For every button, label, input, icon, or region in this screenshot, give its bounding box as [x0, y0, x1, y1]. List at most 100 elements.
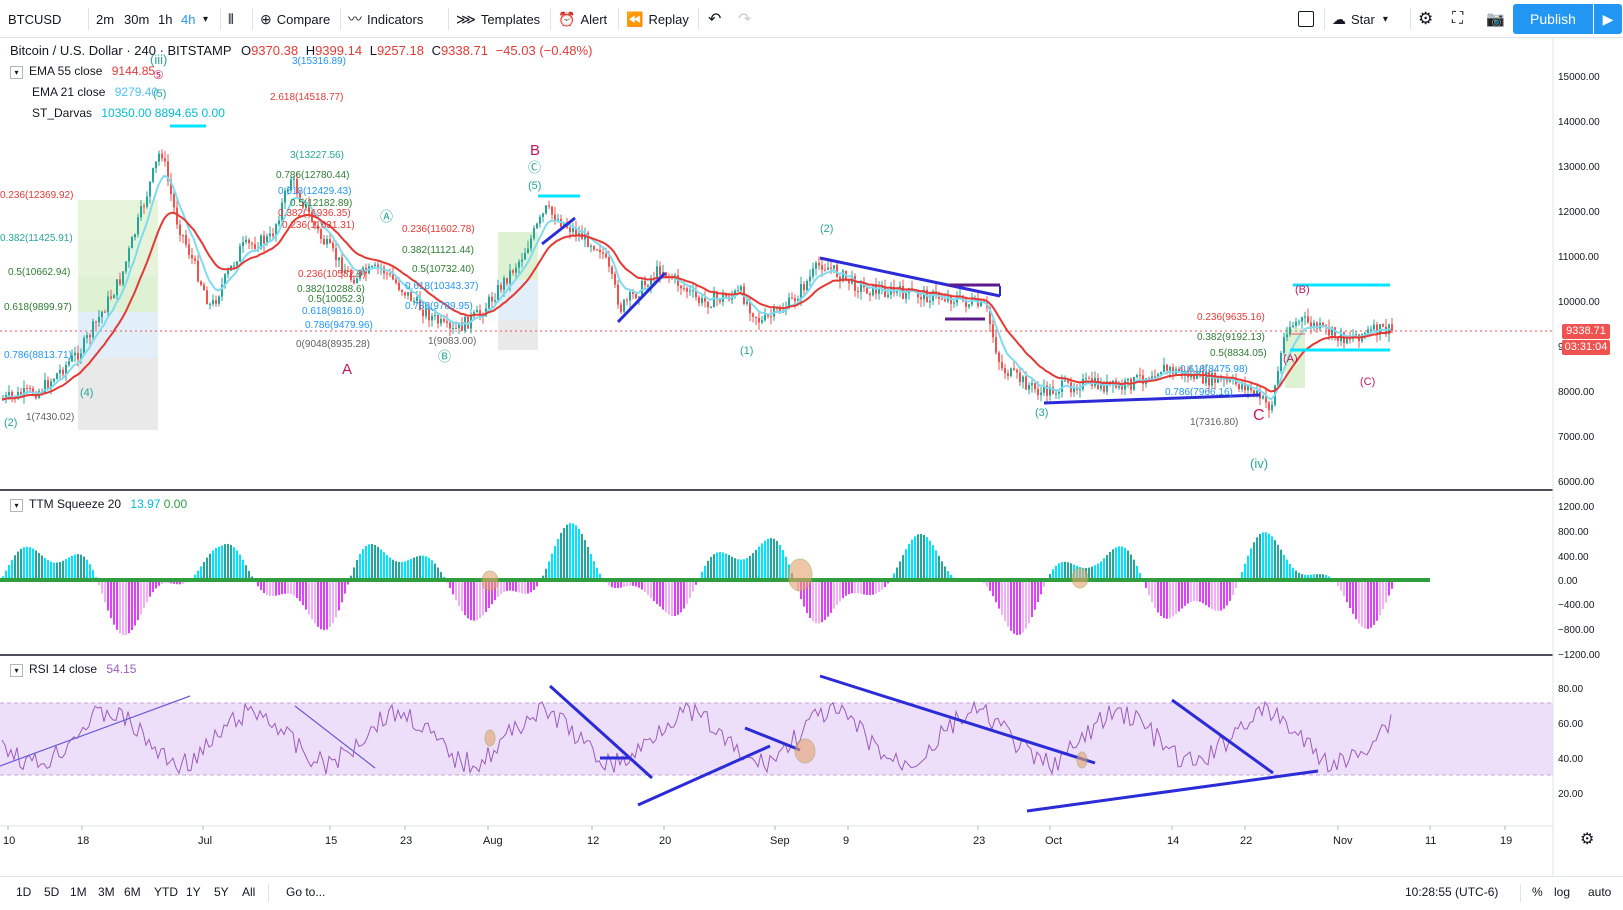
- candle-body: [1391, 324, 1393, 331]
- ttm-bar: [209, 553, 211, 580]
- fullscreen-button[interactable]: ⛶: [1452, 6, 1463, 32]
- fib-level-label: 0.786(8813.71): [4, 350, 72, 361]
- chart-canvas[interactable]: (iii)⑤ (5) A BⒸ (5) C (iv) (2) (3) (4) (1) (B) (A) (C…: [0, 38, 1623, 876]
- publish-dropdown[interactable]: ▶: [1594, 4, 1622, 34]
- ttm-bar: [875, 580, 877, 594]
- templates-button[interactable]: ⋙ Templates: [456, 10, 541, 27]
- range-3m[interactable]: 3M: [98, 885, 115, 899]
- candle-body: [998, 352, 1000, 363]
- ttm-bar: [101, 580, 103, 594]
- ttm-bar: [1373, 580, 1375, 625]
- candle-body: [239, 246, 241, 262]
- candle-body: [296, 178, 298, 194]
- ttm-bar: [1037, 580, 1039, 603]
- candle-body: [1106, 381, 1108, 392]
- indicators-button[interactable]: 〰 Indicators: [348, 11, 424, 27]
- candle-body: [1331, 327, 1333, 336]
- ttm-bar: [242, 559, 244, 580]
- range-1d[interactable]: 1D: [16, 885, 32, 899]
- collapse-legend-icon[interactable]: ▾: [10, 499, 23, 512]
- candle-body: [449, 322, 451, 329]
- compare-button[interactable]: ⊕ Compare: [260, 10, 331, 27]
- close-value: 9338.71: [440, 43, 488, 58]
- publish-button[interactable]: Publish: [1513, 4, 1593, 34]
- fib-level-label: 0.618(8475.98): [1180, 364, 1248, 375]
- ttm-bar: [428, 557, 430, 580]
- collapse-legend-icon[interactable]: ▾: [10, 66, 23, 79]
- percent-toggle[interactable]: %: [1532, 885, 1543, 899]
- chart-style-button[interactable]: ⫴: [228, 6, 239, 32]
- ttm-bar: [689, 580, 691, 598]
- goto-button[interactable]: Go to...: [286, 885, 326, 899]
- ttm-bar: [17, 551, 19, 580]
- ttm-bar: [1064, 561, 1066, 580]
- fullscreen-toggle[interactable]: [1298, 6, 1314, 32]
- axis-settings-button[interactable]: ⚙: [1580, 829, 1594, 849]
- interval-30m[interactable]: 30m: [124, 11, 150, 27]
- candle-body: [320, 229, 322, 239]
- ttm-bar: [434, 563, 436, 580]
- candle-body: [944, 299, 946, 302]
- ttm-bar: [872, 580, 874, 595]
- candle-body: [263, 235, 265, 244]
- symbol-search[interactable]: BTCUSD: [8, 6, 86, 32]
- layout-menu[interactable]: ☁ Star ▾: [1332, 10, 1388, 27]
- range-5d[interactable]: 5D: [44, 885, 60, 899]
- ttm-tick: 800.00: [1558, 527, 1589, 538]
- interval-4h[interactable]: 4h: [181, 11, 196, 27]
- ttm-bar: [230, 544, 232, 580]
- redo-button[interactable]: ↷: [738, 6, 751, 32]
- candle-body: [458, 322, 460, 329]
- alert-button[interactable]: ⏰ Alert: [558, 10, 608, 27]
- auto-toggle[interactable]: auto: [1588, 885, 1612, 899]
- interval-dropdown-icon[interactable]: ▾: [203, 13, 209, 25]
- candle-body: [788, 297, 790, 309]
- time-tick: 9: [843, 835, 849, 847]
- replay-button[interactable]: ⏪ Replay: [626, 10, 689, 27]
- candle-body: [551, 206, 553, 215]
- range-1m[interactable]: 1M: [70, 885, 87, 899]
- candle-body: [455, 328, 457, 330]
- candle-body: [410, 291, 412, 302]
- fib-level-label: 0.5(10052.3): [308, 294, 365, 305]
- settings-button[interactable]: ⚙: [1418, 6, 1433, 32]
- undo-button[interactable]: ↶: [708, 6, 721, 32]
- ttm-bar: [1043, 580, 1045, 587]
- range-ytd[interactable]: YTD: [154, 885, 178, 899]
- candle-body: [704, 298, 706, 302]
- ttm-bar: [20, 548, 22, 580]
- candle-body: [749, 301, 751, 314]
- ttm-bar: [635, 580, 637, 587]
- fib-zone: [78, 312, 158, 358]
- log-toggle[interactable]: log: [1554, 885, 1571, 899]
- ttm-bar: [1277, 544, 1279, 580]
- range-6m[interactable]: 6M: [124, 885, 141, 899]
- square-icon: [1298, 11, 1314, 27]
- ttm-bar: [1112, 549, 1114, 580]
- candle-body: [95, 321, 97, 323]
- candle-body: [29, 388, 31, 390]
- ttm-bar: [449, 580, 451, 589]
- candle-body: [1169, 367, 1171, 371]
- interval-1h[interactable]: 1h: [158, 11, 173, 27]
- range-5y[interactable]: 5Y: [214, 885, 229, 899]
- ttm-bar: [755, 549, 757, 580]
- range-1y[interactable]: 1Y: [186, 885, 201, 899]
- range-all[interactable]: All: [242, 885, 256, 899]
- ttm-tick: 400.00: [1558, 552, 1589, 563]
- ttm-bar: [1031, 580, 1033, 618]
- candle-body: [548, 205, 550, 207]
- candle-body: [719, 298, 721, 302]
- candles-icon: ⫴: [228, 10, 234, 27]
- candle-body: [1322, 322, 1324, 326]
- candle-body: [11, 392, 13, 397]
- candle-body: [386, 273, 388, 275]
- collapse-legend-icon[interactable]: ▾: [10, 664, 23, 677]
- clock: 10:28:55 (UTC-6): [1405, 885, 1499, 899]
- ttm-bar: [1118, 546, 1120, 580]
- candle-body: [1034, 383, 1036, 390]
- interval-2m[interactable]: 2m: [96, 11, 115, 27]
- chart-area[interactable]: (iii) ⑤ (5) A B Ⓒ (5) C (iv) (2) (3) (4) (1) (B) (A) (C…: [0, 38, 1623, 904]
- snapshot-button[interactable]: 📷: [1486, 6, 1505, 32]
- candle-body: [218, 296, 220, 304]
